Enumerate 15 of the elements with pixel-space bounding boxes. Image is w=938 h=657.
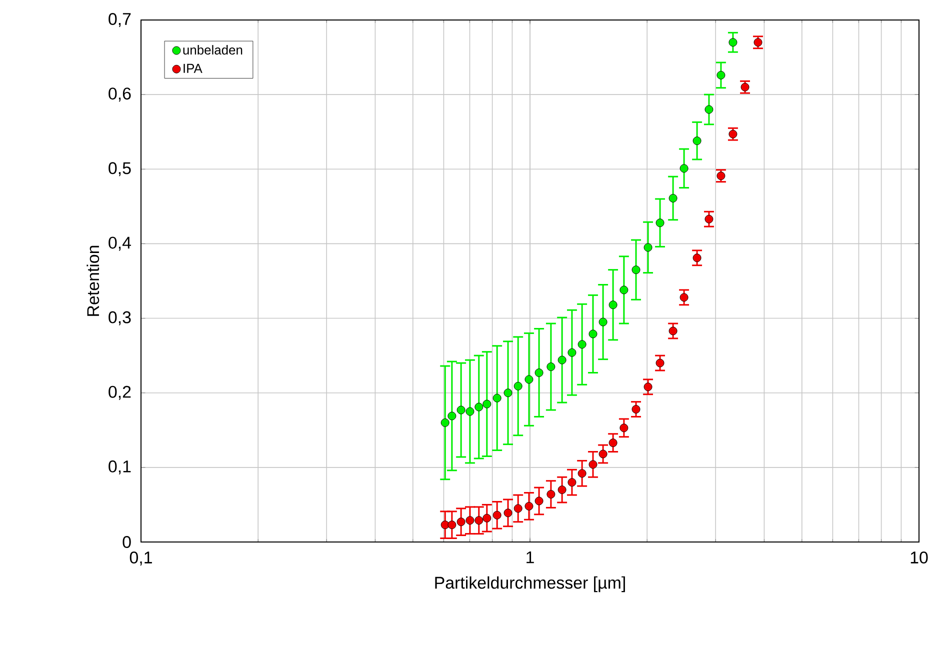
legend-label: IPA bbox=[184, 64, 202, 73]
y-tick-label: 0,2 bbox=[108, 386, 131, 400]
x-tick-label: 10 bbox=[910, 551, 928, 564]
y-tick-label: 0,1 bbox=[108, 460, 131, 474]
y-tick-label: 0,6 bbox=[108, 88, 131, 102]
y-tick-label: 0 bbox=[122, 536, 131, 548]
x-tick-label: 1 bbox=[526, 551, 534, 564]
y-tick-label: 0,3 bbox=[108, 311, 131, 326]
y-tick-label: 0,7 bbox=[108, 13, 131, 27]
x-tick-label: 0,1 bbox=[130, 551, 152, 566]
y-tick-label: 0,4 bbox=[108, 236, 131, 251]
y-tick-label: 0,5 bbox=[108, 162, 131, 176]
legend-label: unbeladen bbox=[183, 45, 242, 55]
x-axis-title: Partikeldurchmesser [µm] bbox=[435, 576, 625, 592]
y-axis-title: Retention bbox=[86, 246, 100, 316]
